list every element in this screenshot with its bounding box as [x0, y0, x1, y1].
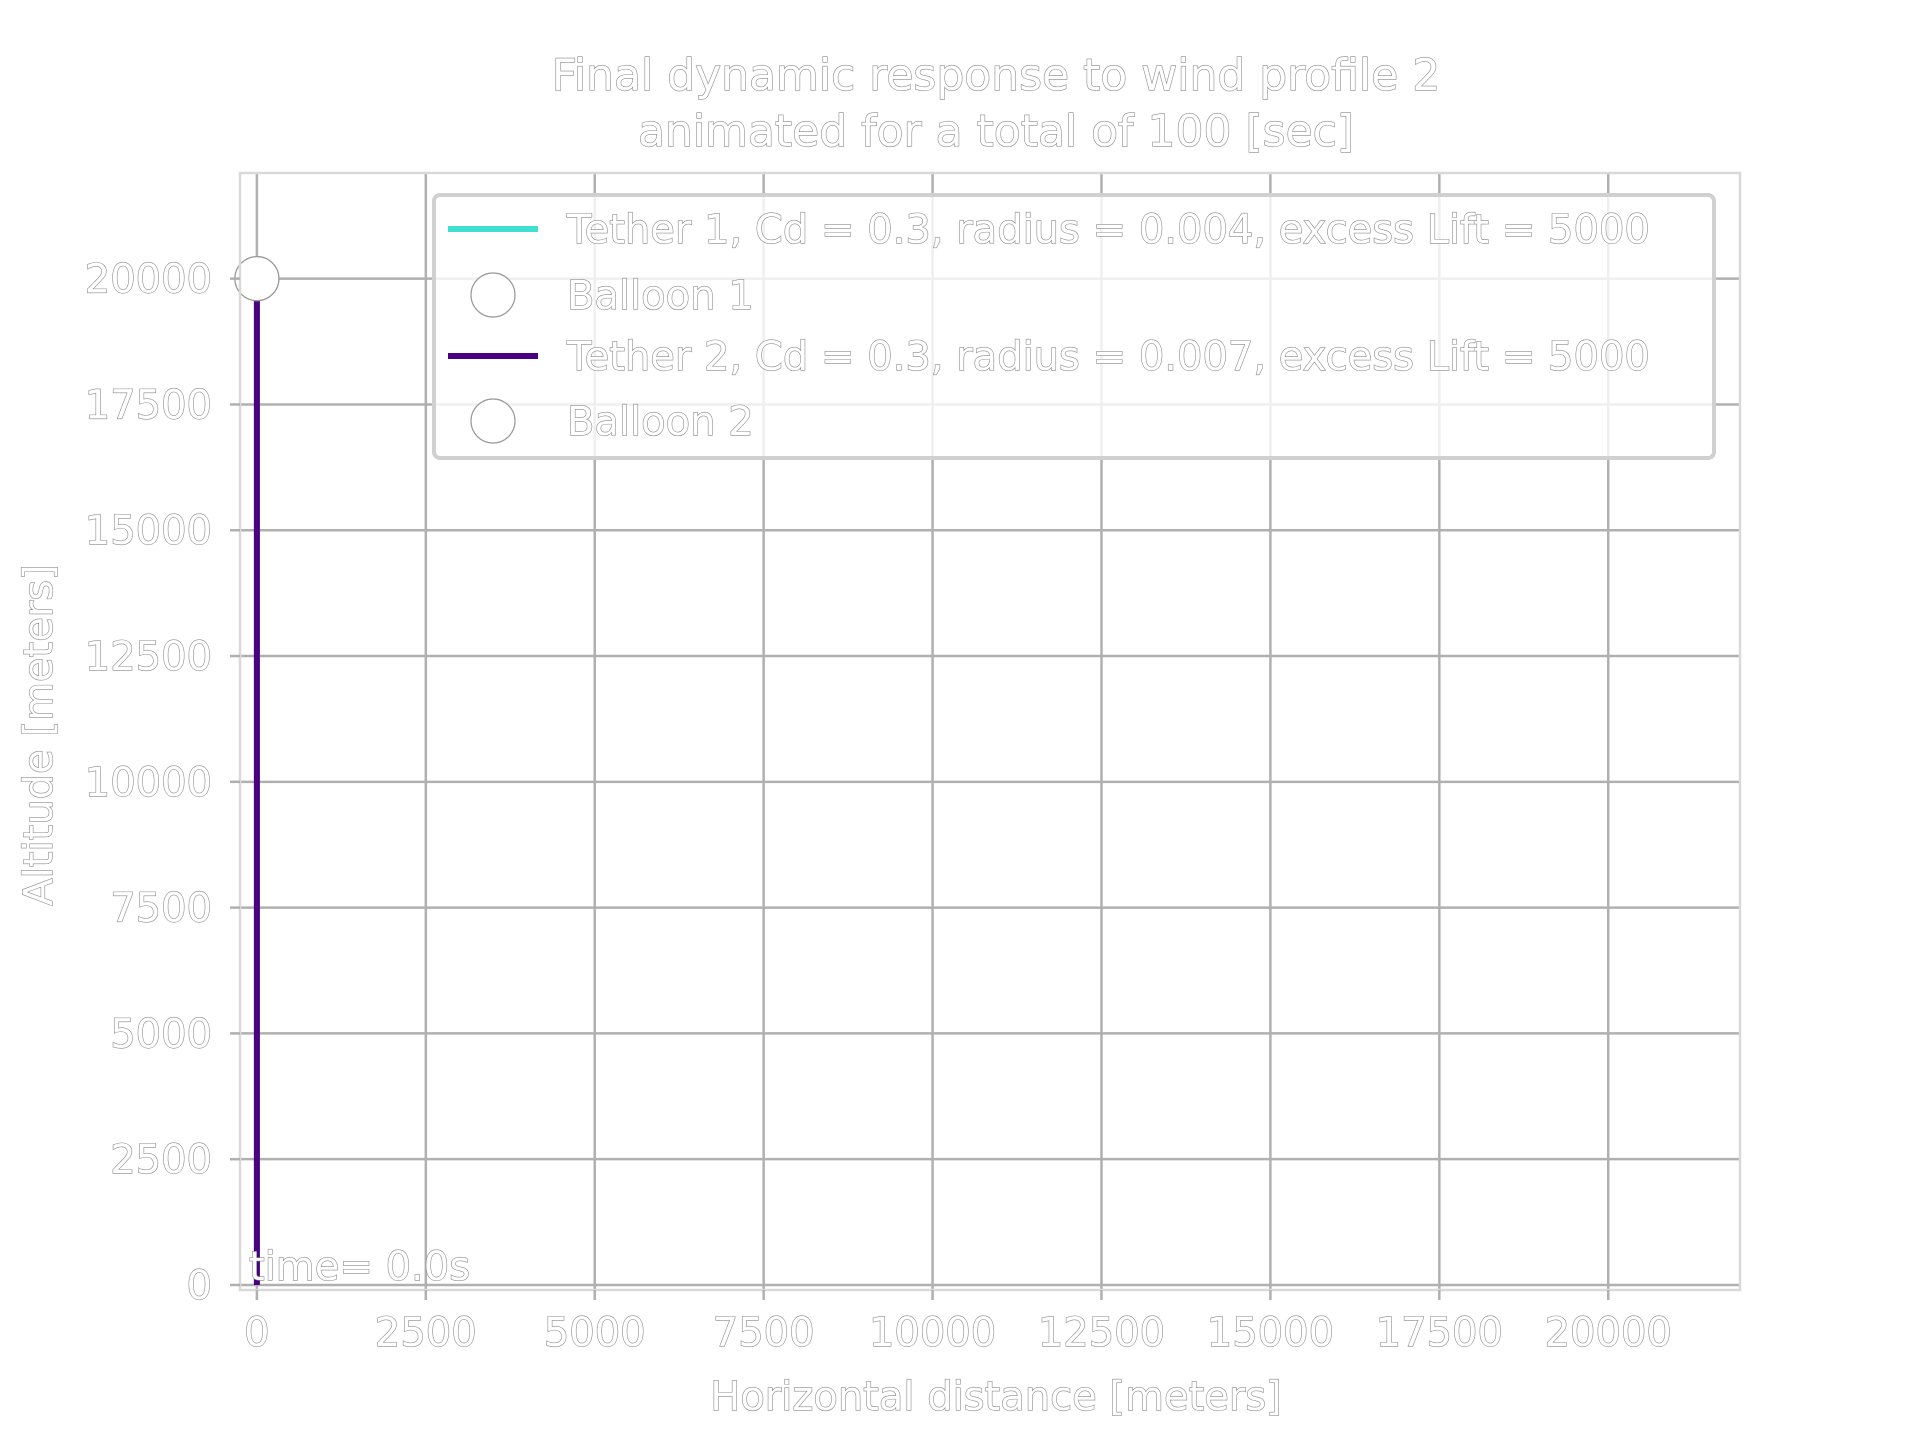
y-tick-label: 10000: [85, 760, 212, 806]
y-tick-label: 20000: [85, 257, 212, 303]
x-tick-label: 5000: [544, 1310, 646, 1356]
x-tick-label: 2500: [375, 1310, 477, 1356]
x-tick-label: 7500: [713, 1310, 815, 1356]
x-tick-label: 15000: [1207, 1310, 1334, 1356]
x-tick-label: 20000: [1545, 1310, 1672, 1356]
x-tick-label: 12500: [1038, 1310, 1165, 1356]
y-tick-label: 7500: [110, 886, 212, 932]
legend-label: Tether 2, Cd = 0.3, radius = 0.007, exce…: [566, 334, 1650, 380]
plot-series: [234, 256, 280, 1285]
x-axis-label: Horizontal distance [meters]: [710, 1374, 1282, 1420]
y-tick-label: 2500: [110, 1137, 212, 1183]
legend-label: Balloon 2: [567, 399, 754, 445]
legend-swatch-marker: [470, 272, 516, 318]
legend-swatch-marker: [470, 398, 516, 444]
legend-label: Balloon 1: [567, 273, 754, 319]
y-tick-label: 17500: [85, 382, 212, 428]
plot-frame: [238, 171, 1742, 1292]
chart-subtitle: animated for a total of 100 [sec]: [638, 106, 1354, 157]
axis-ticks: 0 2500 5000 7500 10000 12500 15000 17500 20000 0 2…: [84, 256, 1672, 1357]
legend-label: Tether 1, Cd = 0.3, radius = 0.004, exce…: [566, 207, 1650, 253]
y-tick-label: 12500: [85, 634, 212, 680]
balloon-2-marker: [234, 256, 280, 302]
chart-title: Final dynamic response to wind profile 2: [552, 50, 1440, 101]
x-tick-label: 10000: [869, 1310, 996, 1356]
y-tick-label: 0: [187, 1263, 212, 1309]
x-tick-label: 17500: [1376, 1310, 1503, 1356]
y-axis-label: Altitude [meters]: [16, 564, 62, 905]
time-annotation: time= 0.0s: [249, 1244, 470, 1290]
legend-box: [432, 193, 1716, 460]
x-tick-label: 0: [244, 1310, 269, 1356]
y-tick-label: 15000: [85, 508, 212, 554]
y-tick-label: 5000: [110, 1011, 212, 1057]
legend: Tether 1, Cd = 0.3, radius = 0.004, exce…: [432, 193, 1716, 460]
